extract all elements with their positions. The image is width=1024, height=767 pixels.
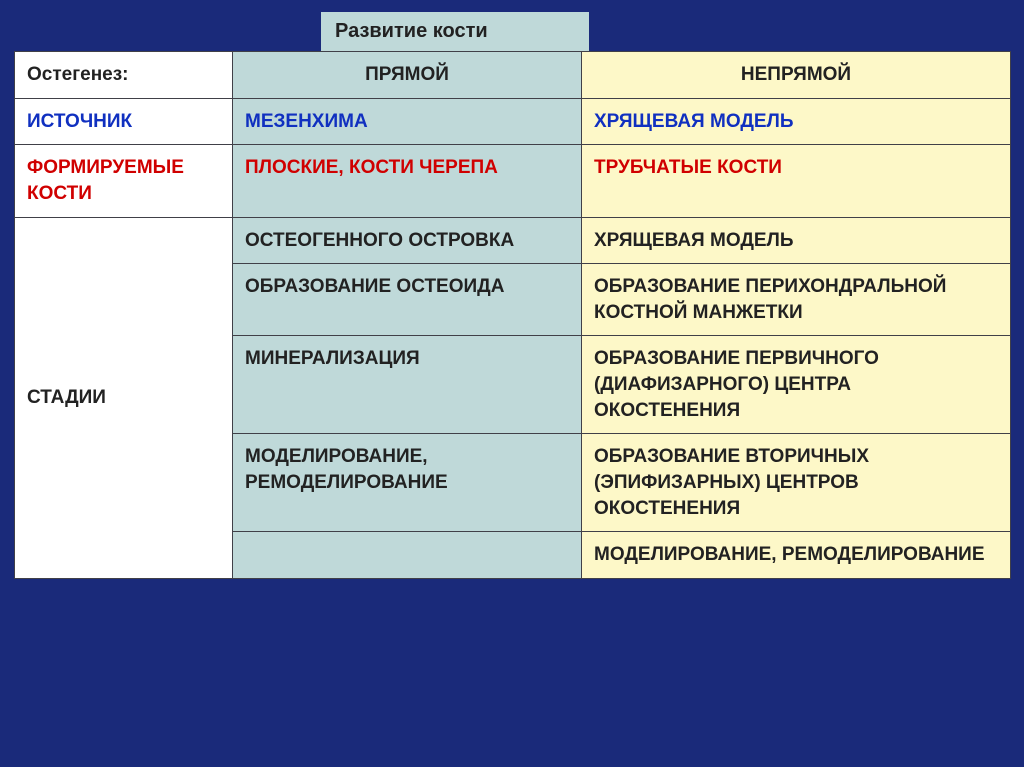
stage-direct-0: ОСТЕОГЕННОГО ОСТРОВКА <box>233 217 582 264</box>
stage-direct-3: МОДЕЛИРОВАНИЕ, РЕМОДЕЛИРОВАНИЕ <box>233 434 582 532</box>
header-label: Остегенез: <box>15 52 233 99</box>
stage-direct-2: МИНЕРАЛИЗАЦИЯ <box>233 336 582 434</box>
slide-title: Развитие кости <box>321 12 589 51</box>
header-direct: ПРЯМОЙ <box>233 52 582 99</box>
source-direct: МЕЗЕНХИМА <box>233 98 582 145</box>
source-indirect: ХРЯЩЕВАЯ МОДЕЛЬ <box>582 98 1011 145</box>
stage-indirect-0: ХРЯЩЕВАЯ МОДЕЛЬ <box>582 217 1011 264</box>
osteogenesis-table: Остегенез: ПРЯМОЙ НЕПРЯМОЙ ИСТОЧНИК МЕЗЕ… <box>14 51 1011 579</box>
stage-indirect-3: ОБРАЗОВАНИЕ ВТОРИЧНЫХ (ЭПИФИЗАРНЫХ) ЦЕНТ… <box>582 434 1011 532</box>
header-row: Остегенез: ПРЯМОЙ НЕПРЯМОЙ <box>15 52 1011 99</box>
slide-container: Развитие кости Остегенез: ПРЯМОЙ НЕПРЯМО… <box>0 0 1024 591</box>
formed-indirect: ТРУБЧАТЫЕ КОСТИ <box>582 145 1011 217</box>
source-row: ИСТОЧНИК МЕЗЕНХИМА ХРЯЩЕВАЯ МОДЕЛЬ <box>15 98 1011 145</box>
stage-indirect-2: ОБРАЗОВАНИЕ ПЕРВИЧНОГО (ДИАФИЗАРНОГО) ЦЕ… <box>582 336 1011 434</box>
title-spacer <box>14 12 321 51</box>
formed-label: ФОРМИРУЕМЫЕ КОСТИ <box>15 145 233 217</box>
stage-indirect-1: ОБРАЗОВАНИЕ ПЕРИХОНДРАЛЬНОЙ КОСТНОЙ МАНЖ… <box>582 264 1011 336</box>
stage-indirect-4: МОДЕЛИРОВАНИЕ, РЕМОДЕЛИРОВАНИЕ <box>582 532 1011 579</box>
source-label: ИСТОЧНИК <box>15 98 233 145</box>
stage-row-0: СТАДИИ ОСТЕОГЕННОГО ОСТРОВКА ХРЯЩЕВАЯ МО… <box>15 217 1011 264</box>
formed-row: ФОРМИРУЕМЫЕ КОСТИ ПЛОСКИЕ, КОСТИ ЧЕРЕПА … <box>15 145 1011 217</box>
formed-direct: ПЛОСКИЕ, КОСТИ ЧЕРЕПА <box>233 145 582 217</box>
stage-direct-4 <box>233 532 582 579</box>
title-row: Развитие кости <box>14 12 1010 51</box>
stage-direct-1: ОБРАЗОВАНИЕ ОСТЕОИДА <box>233 264 582 336</box>
stages-label: СТАДИИ <box>15 217 233 578</box>
header-indirect: НЕПРЯМОЙ <box>582 52 1011 99</box>
